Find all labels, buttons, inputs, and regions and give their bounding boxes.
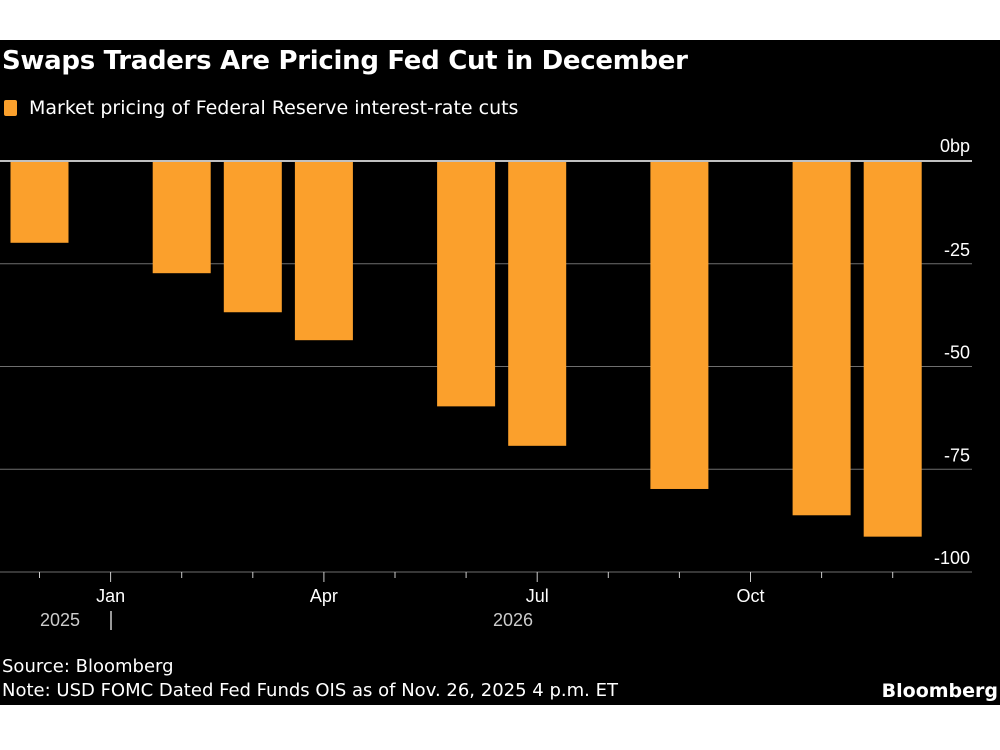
bar: [223, 162, 282, 313]
y-tick-label: -50: [944, 343, 970, 363]
year-label: 2026: [493, 610, 533, 630]
bar-chart: 0bp -25 -50 -75 -100 Jan Apr Jul Oct 2025 2026: [0, 136, 972, 630]
year-label: 2025: [40, 610, 80, 630]
y-tick-label: -75: [944, 445, 970, 465]
bar: [650, 162, 709, 489]
y-tick-label: -100: [934, 548, 970, 568]
chart-title: Swaps Traders Are Pricing Fed Cut in Dec…: [2, 46, 688, 76]
legend-label: Market pricing of Federal Reserve intere…: [29, 97, 519, 119]
bloomberg-logo: Bloomberg: [881, 680, 998, 702]
legend-swatch: [4, 100, 17, 116]
y-tick-label: -25: [944, 240, 970, 260]
bar: [863, 162, 922, 537]
bar: [437, 162, 496, 407]
bottom-margin: [0, 705, 1000, 750]
x-tick-label: Apr: [310, 586, 338, 606]
footnote: Note: USD FOMC Dated Fed Funds OIS as of…: [2, 680, 618, 701]
top-margin: [0, 0, 1000, 40]
x-tick-label: Jan: [96, 586, 125, 606]
bar: [792, 162, 851, 516]
x-tick-label: Oct: [736, 586, 764, 606]
bar: [152, 162, 211, 274]
bar: [10, 162, 69, 243]
x-tick-label: Jul: [526, 586, 549, 606]
bar: [508, 162, 567, 446]
legend: Market pricing of Federal Reserve intere…: [4, 97, 518, 119]
source-note: Source: Bloomberg: [2, 656, 174, 677]
bar: [294, 162, 353, 341]
y-tick-label: 0bp: [940, 136, 970, 156]
